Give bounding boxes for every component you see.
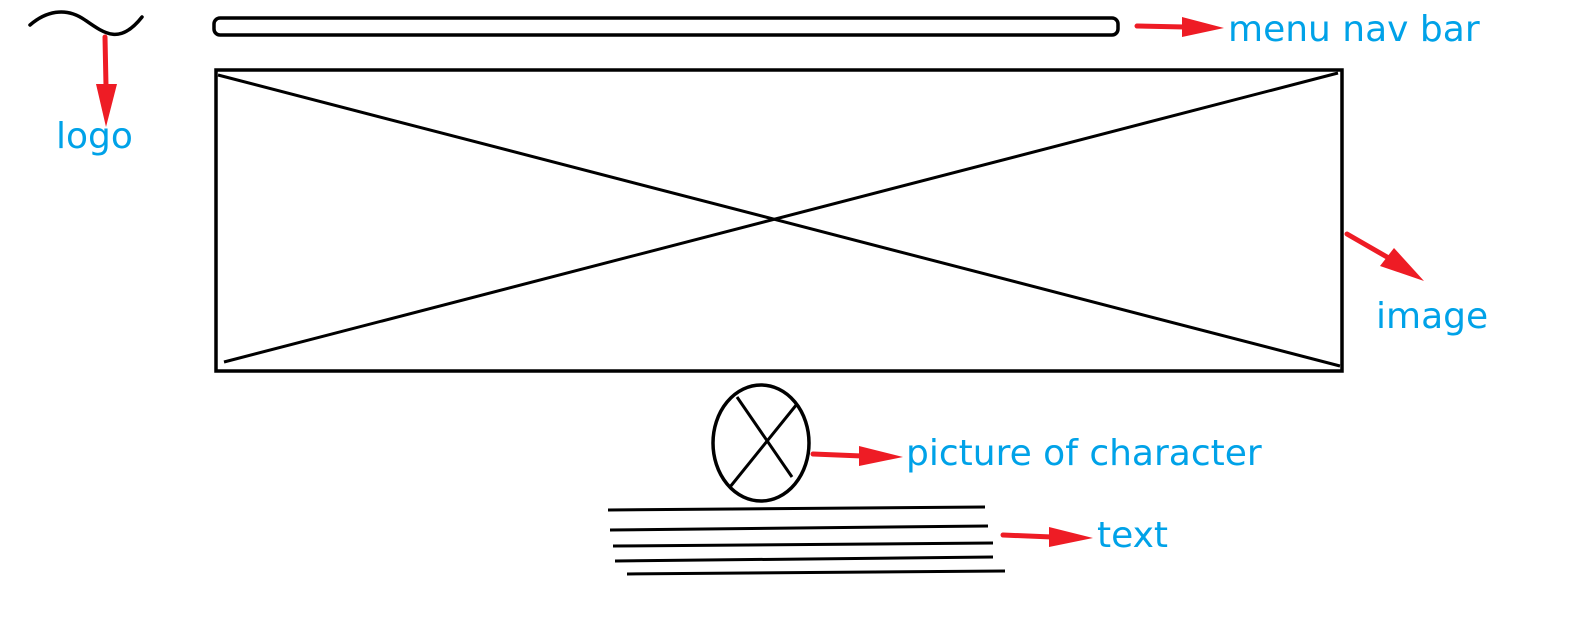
character-cross-line-1 — [735, 396, 794, 478]
picture-of-character-label: picture of character — [906, 433, 1262, 474]
image-cross-line-1 — [217, 73, 1341, 368]
logo-label: logo — [56, 116, 133, 157]
text-arrow-icon — [1000, 527, 1093, 547]
character-arrow-icon — [810, 446, 903, 466]
text-line-5 — [626, 569, 1006, 576]
image-label: image — [1376, 296, 1489, 337]
image-placeholder — [214, 68, 1344, 373]
image-cross-line-2 — [223, 71, 1339, 364]
menu-nav-bar — [212, 16, 1120, 37]
menu-nav-bar-arrow-icon — [1134, 17, 1224, 37]
character-cross-line-2 — [728, 403, 799, 488]
image-arrow-icon — [1344, 231, 1424, 281]
text-line-2 — [609, 524, 989, 532]
text-line-4 — [614, 555, 994, 563]
text-line-1 — [607, 505, 986, 512]
text-label: text — [1097, 515, 1169, 556]
text-line-3 — [612, 541, 994, 548]
logo-wave-icon — [28, 10, 144, 37]
menu-nav-bar-label: menu nav bar — [1228, 9, 1480, 50]
logo-arrow-icon — [96, 34, 117, 127]
text-lines-placeholder — [607, 505, 1006, 576]
character-picture-placeholder — [711, 383, 811, 503]
